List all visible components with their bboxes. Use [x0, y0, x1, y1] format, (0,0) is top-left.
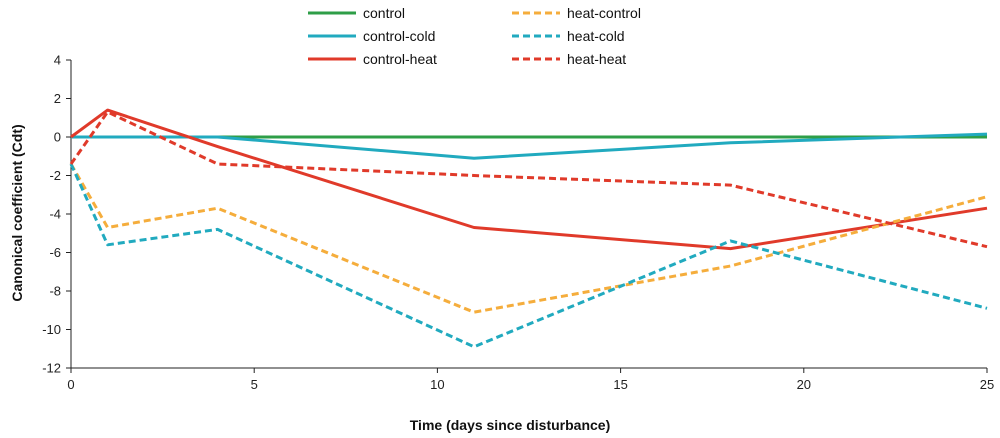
y-tick-label: -2	[49, 168, 61, 183]
series-line-heat-cold	[69, 163, 988, 349]
y-tick-label: -12	[42, 361, 61, 376]
y-tick-label: -4	[49, 207, 61, 222]
x-tick-label: 25	[980, 377, 994, 392]
x-tick-label: 15	[613, 377, 627, 392]
axes: 420-2-4-6-8-10-120 5 10 15 20 25	[42, 53, 994, 393]
legend-label-control-heat: control-heat	[363, 51, 437, 67]
series-line-control-cold	[71, 132, 988, 160]
y-tick-label: -10	[42, 322, 61, 337]
legend-label-heat-cold: heat-cold	[567, 28, 625, 44]
x-tick-label: 10	[430, 377, 444, 392]
y-tick-label: -8	[49, 284, 61, 299]
legend-label-control-cold: control-cold	[363, 28, 435, 44]
series-line-heat-heat	[69, 110, 988, 249]
legend-label-heat-control: heat-control	[567, 5, 641, 21]
legend-label-control: control	[363, 5, 405, 21]
legend: control control-cold control-heat heat-cont…	[308, 5, 641, 67]
y-tick-label: 0	[54, 130, 61, 145]
x-tick-label: 5	[251, 377, 258, 392]
x-tick-label: 0	[67, 377, 74, 392]
x-tick-label: 20	[797, 377, 811, 392]
y-tick-label: 2	[54, 91, 61, 106]
y-tick-label: 4	[54, 53, 61, 68]
y-axis-title: Canonical coefficient (Cdt)	[9, 124, 25, 301]
legend-label-heat-heat: heat-heat	[567, 51, 626, 67]
y-tick-label: -6	[49, 245, 61, 260]
series-line-heat-control	[69, 163, 988, 314]
series-line-control-heat	[70, 108, 988, 251]
x-axis-title: Time (days since disturbance)	[410, 417, 610, 433]
series-lines	[69, 108, 988, 349]
